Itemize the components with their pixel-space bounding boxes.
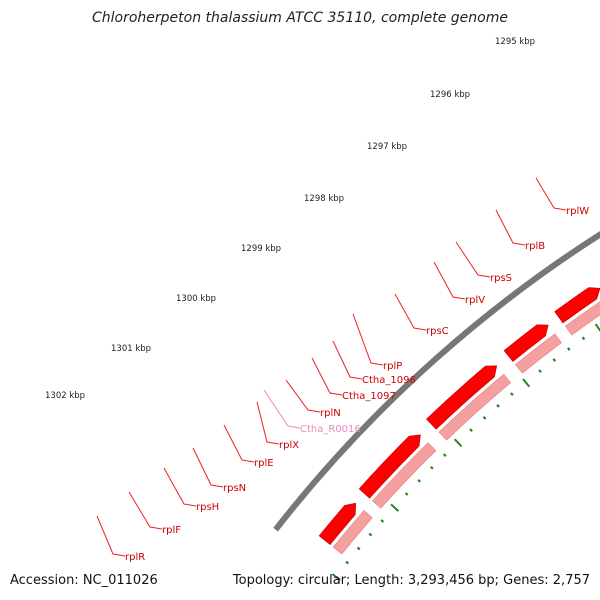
gene-label: Ctha_R0016 xyxy=(300,424,361,435)
gene-label-leader xyxy=(256,401,280,445)
scale-tick xyxy=(496,404,500,408)
cds-feature xyxy=(358,434,421,499)
gene-label-leader xyxy=(433,261,466,300)
scale-label: 1299 kbp xyxy=(241,244,281,254)
scale-tick xyxy=(469,428,473,432)
scale-tick xyxy=(453,438,463,448)
scale-tick xyxy=(552,358,557,362)
gene-label: Ctha_1097 xyxy=(342,391,396,402)
genome-summary-text: Topology: circular; Length: 3,293,456 bp… xyxy=(232,573,590,588)
scale-tick xyxy=(522,378,531,388)
gene-label-leader xyxy=(455,241,491,278)
scale-label: 1300 kbp xyxy=(176,294,216,304)
gene-label-leader xyxy=(285,379,321,413)
map-title: Chloroherpeton thalassium ATCC 35110, co… xyxy=(92,10,508,26)
genome-backbone xyxy=(273,231,600,532)
scale-tick xyxy=(594,323,600,333)
gene-label: rplP xyxy=(383,361,402,372)
gene-label-leader xyxy=(311,357,343,396)
backbone-arc xyxy=(273,231,600,532)
accession-text: Accession: NC_011026 xyxy=(10,573,158,588)
gene-label: rplB xyxy=(525,241,545,252)
gene-label-leader xyxy=(495,209,526,246)
gene-label: rpsC xyxy=(426,326,449,337)
gene-label-leader xyxy=(192,447,224,488)
scale-tick xyxy=(380,519,385,523)
cds-feature xyxy=(554,287,600,324)
scale-tick xyxy=(430,466,434,470)
scale-tick xyxy=(581,336,586,341)
scale-label: 1298 kbp xyxy=(304,194,344,204)
scale-label: 1302 kbp xyxy=(45,391,85,401)
gene-label-leader xyxy=(128,491,163,530)
gene-label-leader xyxy=(332,340,363,380)
scale-tick xyxy=(417,479,421,483)
scale-label: 1295 kbp xyxy=(495,37,535,47)
gene-label-leader xyxy=(223,424,255,463)
gene-label: rpsN xyxy=(223,483,246,494)
gene-label: rplX xyxy=(279,440,299,451)
gene-features xyxy=(318,287,600,555)
cds-feature-shadow xyxy=(438,373,512,441)
scale-tick xyxy=(331,573,341,581)
gene-label-leader xyxy=(163,467,197,507)
scale-tick xyxy=(390,503,400,512)
cds-feature xyxy=(426,365,498,430)
gene-label: rpsS xyxy=(490,273,512,284)
scale-label: 1296 kbp xyxy=(430,90,470,100)
gene-label: rplF xyxy=(162,525,181,536)
scale-tick xyxy=(567,347,571,351)
cds-feature-shadow xyxy=(514,333,562,374)
gene-label: rplN xyxy=(320,408,341,419)
scale-ticks xyxy=(331,323,600,581)
gene-label-leader xyxy=(394,293,427,331)
gene-label: rplV xyxy=(465,295,485,306)
scale-labels: 1295 kbp 1296 kbp 1297 kbp 1298 kbp 1299 kbp… xyxy=(45,37,535,401)
gene-label: rplR xyxy=(125,552,145,563)
cds-feature-shadow xyxy=(332,510,373,555)
scale-tick xyxy=(538,369,542,374)
scale-label: 1301 kbp xyxy=(111,344,151,354)
cds-feature xyxy=(503,324,549,362)
gene-label: rpsH xyxy=(196,502,219,513)
gene-label: rplW xyxy=(566,206,589,217)
gene-label-leader xyxy=(263,389,301,429)
gene-label-leader xyxy=(535,177,567,211)
gene-labels: rplW rplB rpsS rplV rpsC rplP Ctha_1096 Ctha_10… xyxy=(96,177,589,563)
scale-label: 1297 kbp xyxy=(367,142,407,152)
scale-tick xyxy=(404,492,409,496)
cds-feature xyxy=(318,502,357,546)
scale-tick xyxy=(482,416,487,420)
gene-label-leader xyxy=(96,515,126,557)
gene-label-leader xyxy=(352,313,384,366)
gene-label: rplE xyxy=(254,458,274,469)
scale-tick xyxy=(356,546,361,551)
scale-tick xyxy=(368,532,373,537)
cds-feature-shadow xyxy=(372,442,437,509)
scale-tick xyxy=(345,560,350,565)
cds-feature-shadow xyxy=(564,301,600,336)
scale-tick xyxy=(510,392,514,397)
scale-tick xyxy=(442,453,447,457)
gene-label: Ctha_1096 xyxy=(362,375,416,386)
